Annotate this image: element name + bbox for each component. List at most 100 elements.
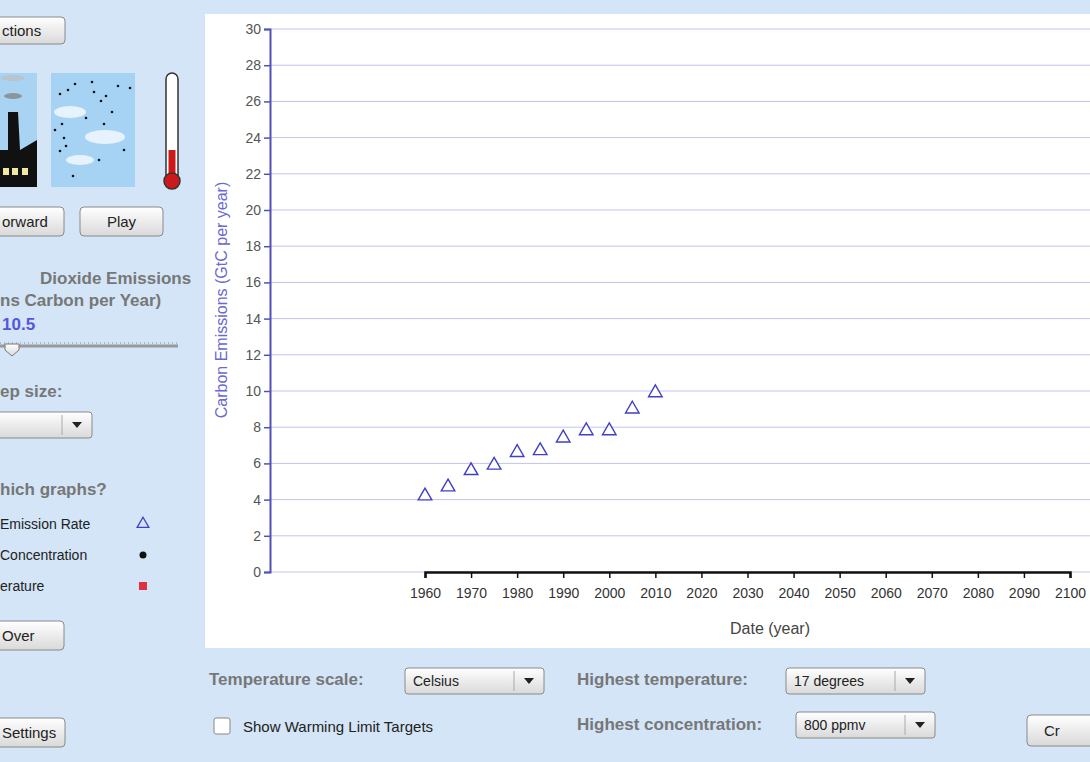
y-tick-mark: [264, 29, 270, 31]
temperature-scale-dropdown-divider: [514, 671, 515, 691]
step-size-label: ep size:: [0, 382, 62, 401]
graphs-label: hich graphs?: [0, 480, 107, 499]
highest-concentration-dropdown[interactable]: 800 ppmv: [796, 712, 935, 738]
x-tick: 2040: [778, 572, 809, 601]
emissions-title: Dioxide Emissions: [40, 269, 191, 288]
x-tick-label: 2030: [732, 585, 763, 601]
y-tick-label: 20: [245, 202, 261, 218]
create-button-box[interactable]: [1027, 715, 1090, 746]
y-axis-title: Carbon Emissions (GtC per year): [213, 182, 230, 419]
temperature-scale-dropdown-text: Celsius: [413, 673, 459, 689]
y-tick-label: 0: [253, 564, 261, 580]
forward-button[interactable]: orward: [0, 207, 64, 236]
molecule: [93, 91, 96, 94]
x-tick-label: 1990: [548, 585, 579, 601]
grid-line: [270, 173, 1090, 174]
y-tick: 16: [245, 274, 270, 290]
y-tick-label: 6: [253, 455, 261, 471]
x-tick-mark: [793, 572, 795, 578]
cloud: [54, 106, 86, 118]
highest-temperature-dropdown-arrow: [905, 678, 915, 684]
settings-button[interactable]: Settings: [0, 718, 65, 747]
grid-line: [270, 354, 1090, 355]
temperature-scale-dropdown[interactable]: Celsius: [405, 668, 544, 694]
y-tick: 18: [245, 238, 270, 254]
app: ctionsorwardPlayDioxide Emissionsns Carb…: [0, 0, 1090, 762]
emissions-slider[interactable]: [0, 343, 178, 356]
y-tick: 6: [253, 455, 270, 471]
y-tick-label: 12: [245, 347, 261, 363]
graph-option: Concentration: [0, 547, 87, 563]
options-button[interactable]: ctions: [0, 17, 65, 44]
smoke: [1, 75, 25, 81]
highest-concentration-dropdown-arrow: [915, 722, 925, 728]
highest-temperature-dropdown-box[interactable]: [786, 668, 925, 694]
y-tick-label: 10: [245, 383, 261, 399]
molecule: [123, 149, 126, 152]
x-tick-label: 1970: [456, 585, 487, 601]
x-tick-label: 2000: [594, 585, 625, 601]
y-tick-mark: [264, 137, 270, 139]
highest-temperature-label: Highest temperature:: [577, 670, 748, 689]
emissions-value: 10.5: [2, 315, 35, 334]
step-size-dropdown-box[interactable]: [0, 412, 92, 438]
step-size-dropdown[interactable]: [0, 412, 92, 438]
slider-track: [0, 345, 178, 348]
highest-concentration-dropdown-text: 800 ppmv: [804, 717, 865, 733]
start-over-button-box[interactable]: [0, 621, 64, 650]
options-button-box[interactable]: [0, 17, 65, 44]
thermometer-tube: [166, 73, 178, 181]
highest-concentration-dropdown-box[interactable]: [796, 712, 935, 738]
y-tick: 8: [253, 419, 270, 435]
molecule: [85, 117, 88, 120]
y-tick-mark: [264, 499, 270, 501]
y-tick: 26: [245, 93, 270, 109]
x-tick: 1970: [456, 572, 487, 601]
x-tick: 2010: [640, 572, 671, 601]
y-tick: 4: [253, 492, 270, 508]
create-button[interactable]: Cr: [1027, 715, 1090, 746]
molecule: [111, 111, 114, 114]
grid-line: [270, 391, 1090, 392]
x-tick-mark: [1024, 572, 1026, 578]
temperature-scale-dropdown-box[interactable]: [405, 668, 544, 694]
grid-line: [270, 535, 1090, 536]
molecule: [129, 87, 132, 90]
y-tick-label: 26: [245, 93, 261, 109]
y-tick: 10: [245, 383, 270, 399]
plot-panel: [205, 14, 1090, 648]
molecule: [117, 85, 120, 88]
x-tick: 2050: [825, 572, 856, 601]
highest-concentration-dropdown-divider: [905, 715, 906, 735]
y-tick-label: 24: [245, 130, 261, 146]
graph-option: Emission Rate: [0, 516, 90, 532]
grid-line: [270, 65, 1090, 66]
x-tick: 2020: [686, 572, 717, 601]
y-tick-label: 18: [245, 238, 261, 254]
molecule: [91, 81, 94, 84]
x-tick: 2060: [871, 572, 902, 601]
temperature-scale-label: Temperature scale:: [209, 670, 364, 689]
data-point: [579, 423, 593, 435]
y-tick-mark: [264, 246, 270, 248]
data-point: [533, 443, 547, 455]
x-tick-label: 2100: [1055, 585, 1086, 601]
graph-option: erature: [0, 578, 45, 594]
x-tick: 2030: [732, 572, 763, 601]
molecule: [72, 175, 75, 178]
settings-button-box[interactable]: [0, 718, 65, 747]
y-tick: 2: [253, 528, 270, 544]
y-tick-mark: [264, 427, 270, 429]
step-size-dropdown-divider: [62, 415, 63, 435]
y-tick-mark: [264, 101, 270, 103]
y-tick: 20: [245, 202, 270, 218]
data-marks: [418, 385, 662, 500]
start-over-button[interactable]: Over: [0, 621, 64, 650]
play-button[interactable]: Play: [80, 207, 163, 236]
highest-temperature-dropdown[interactable]: 17 degrees: [786, 668, 925, 694]
slider-thumb[interactable]: [5, 344, 19, 356]
play-button-box[interactable]: [80, 207, 163, 236]
warming-limit-checkbox[interactable]: [214, 718, 230, 734]
forward-button-box[interactable]: [0, 207, 64, 236]
molecule: [105, 95, 108, 98]
